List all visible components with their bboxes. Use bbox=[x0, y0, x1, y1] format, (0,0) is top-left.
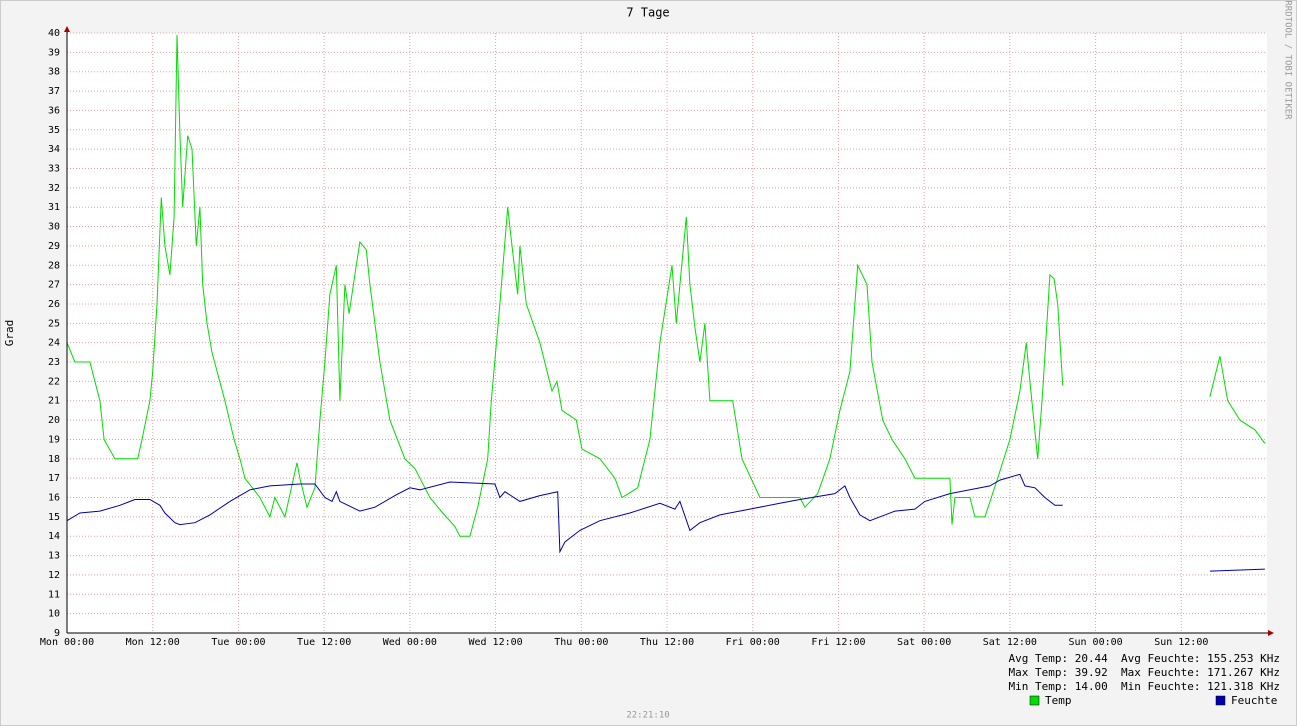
watermark: RRDTOOL / TOBI OETIKER bbox=[1283, 0, 1293, 120]
y-tick-label: 14 bbox=[48, 531, 60, 542]
y-tick-label: 31 bbox=[48, 202, 60, 213]
x-tick-label: Fri 12:00 bbox=[811, 637, 865, 648]
x-tick-label: Thu 12:00 bbox=[640, 637, 694, 648]
x-tick-label: Sat 00:00 bbox=[897, 637, 951, 648]
y-tick-label: 16 bbox=[48, 493, 60, 504]
x-tick-label: Wed 12:00 bbox=[468, 637, 522, 648]
y-tick-label: 19 bbox=[48, 434, 60, 445]
x-tick-label: Sat 12:00 bbox=[983, 637, 1037, 648]
y-tick-label: 9 bbox=[54, 628, 60, 639]
legend-swatch bbox=[1029, 695, 1040, 706]
timestamp: 22:21:10 bbox=[626, 711, 669, 721]
y-tick-label: 20 bbox=[48, 415, 60, 426]
y-tick-label: 25 bbox=[48, 318, 60, 329]
x-tick-label: Tue 00:00 bbox=[211, 637, 265, 648]
series-line bbox=[66, 34, 1266, 537]
y-tick-label: 11 bbox=[48, 589, 60, 600]
y-tick-label: 10 bbox=[48, 609, 60, 620]
texts: 9 10 11 12 13 14 15 16 17 18 19 20 21 22 23 24 25 26 27 28 2… bbox=[40, 28, 1280, 707]
x-arrow bbox=[1268, 630, 1274, 636]
stats-line: Min Temp: 14.00 Min Feuchte: 121.318 KHz bbox=[1008, 680, 1280, 693]
y-tick-label: 12 bbox=[48, 570, 60, 581]
y-tick-label: 13 bbox=[48, 551, 60, 562]
y-tick-label: 26 bbox=[48, 299, 60, 310]
y-tick-label: 30 bbox=[48, 222, 60, 233]
lines bbox=[66, 34, 1266, 572]
stats-line: Avg Temp: 20.44 Avg Feuchte: 155.253 KHz bbox=[1008, 652, 1280, 665]
y-tick-label: 22 bbox=[48, 376, 60, 387]
y-tick-label: 32 bbox=[48, 183, 60, 194]
x-tick-label: Fri 00:00 bbox=[726, 637, 780, 648]
x-tick-label: Mon 00:00 bbox=[40, 637, 94, 648]
y-tick-label: 18 bbox=[48, 454, 60, 465]
y-axis-label: Grad bbox=[3, 320, 16, 347]
legend-label: Feuchte bbox=[1231, 694, 1277, 707]
y-tick-label: 28 bbox=[48, 260, 60, 271]
grid bbox=[66, 32, 1267, 634]
stats-line: Max Temp: 39.92 Max Feuchte: 171.267 KHz bbox=[1008, 666, 1280, 679]
chart-title: 7 Tage bbox=[626, 6, 669, 20]
y-tick-label: 15 bbox=[48, 512, 60, 523]
x-tick-label: Sun 12:00 bbox=[1154, 637, 1208, 648]
y-tick-label: 23 bbox=[48, 357, 60, 368]
y-tick-label: 33 bbox=[48, 163, 60, 174]
y-tick-label: 34 bbox=[48, 144, 60, 155]
y-tick-label: 35 bbox=[48, 125, 60, 136]
y-tick-label: 24 bbox=[48, 338, 60, 349]
legend-label: Temp bbox=[1045, 694, 1072, 707]
y-tick-label: 29 bbox=[48, 241, 60, 252]
x-tick-label: Mon 12:00 bbox=[126, 637, 180, 648]
y-tick-label: 17 bbox=[48, 473, 60, 484]
series-line bbox=[66, 473, 1265, 572]
x-tick-label: Wed 00:00 bbox=[383, 637, 437, 648]
x-tick-label: Sun 00:00 bbox=[1068, 637, 1122, 648]
x-tick-label: Thu 00:00 bbox=[554, 637, 608, 648]
legend-swatch bbox=[1215, 695, 1226, 706]
y-tick-label: 36 bbox=[48, 105, 60, 116]
y-arrow bbox=[64, 26, 70, 32]
x-tick-label: Tue 12:00 bbox=[297, 637, 351, 648]
y-tick-label: 27 bbox=[48, 280, 60, 291]
y-tick-label: 40 bbox=[48, 28, 60, 39]
y-tick-label: 37 bbox=[48, 86, 60, 97]
y-tick-label: 39 bbox=[48, 47, 60, 58]
y-tick-label: 38 bbox=[48, 67, 60, 78]
y-tick-label: 21 bbox=[48, 396, 60, 407]
